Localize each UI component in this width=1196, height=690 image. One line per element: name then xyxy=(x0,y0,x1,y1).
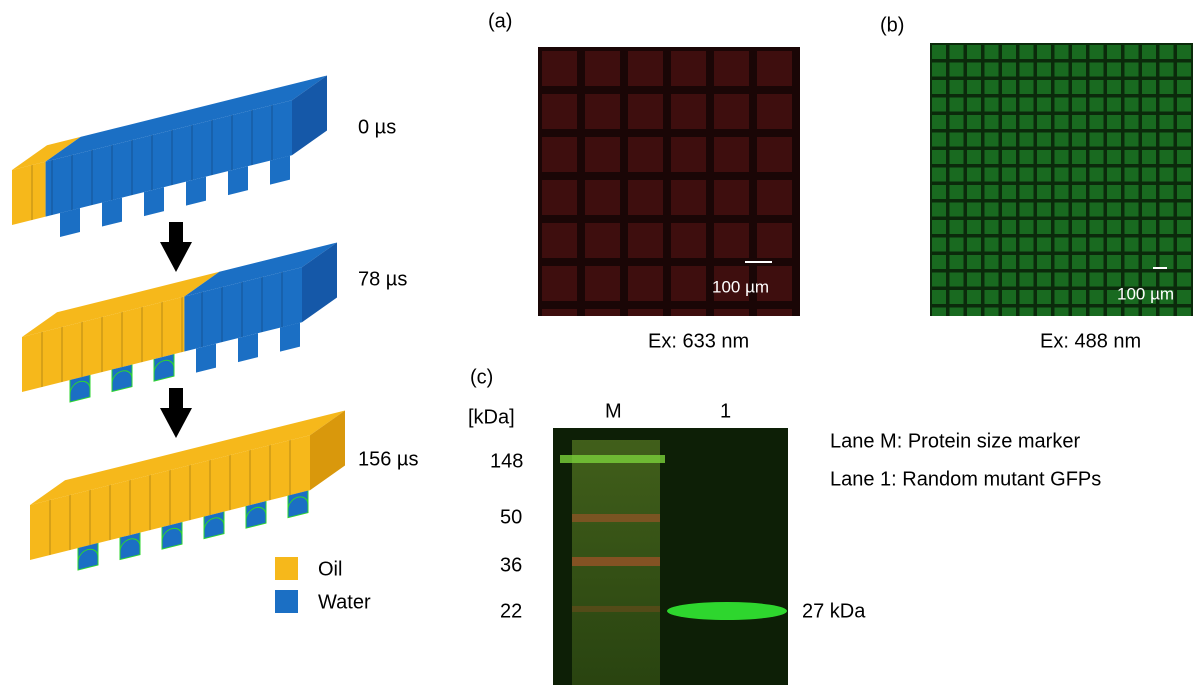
outlet xyxy=(280,323,300,352)
lane-label: M xyxy=(605,400,622,422)
fluorescence-image xyxy=(538,47,800,316)
note: Lane M: Protein size marker xyxy=(830,430,1080,452)
unit-label: [kDa] xyxy=(468,406,515,428)
caption: Ex: 633 nm xyxy=(648,330,749,352)
legend-label: Oil xyxy=(318,558,342,580)
channel xyxy=(30,410,345,582)
marker-label: 22 xyxy=(500,600,522,622)
marker-label: 148 xyxy=(490,450,523,472)
marker-label: 50 xyxy=(500,506,522,528)
gel xyxy=(553,428,788,685)
note: Lane 1: Random mutant GFPs xyxy=(830,468,1101,490)
band-label: 27 kDa xyxy=(802,600,866,622)
scale-label: 100 µm xyxy=(1117,284,1174,303)
caption: Ex: 488 nm xyxy=(1040,330,1141,352)
time-label: 78 µs xyxy=(358,268,407,290)
panel-label: (c) xyxy=(470,366,493,388)
panel-label: (a) xyxy=(488,10,512,32)
front-face xyxy=(12,162,46,225)
time-label: 0 µs xyxy=(358,116,396,138)
fluorescence-image xyxy=(930,43,1193,316)
panel-label: (b) xyxy=(880,14,904,36)
simulation xyxy=(12,75,345,582)
lane-label: 1 xyxy=(720,400,731,422)
marker-label: 36 xyxy=(500,554,522,576)
time-label: 156 µs xyxy=(358,448,418,470)
outlet xyxy=(270,156,290,185)
outlet xyxy=(238,333,258,362)
outlet xyxy=(60,208,80,237)
scale-label: 100 µm xyxy=(712,277,769,296)
outlet xyxy=(186,177,206,206)
figure: 0 µs 78 µs 156 µs Oil Water (a) 100 µm E… xyxy=(0,0,1196,685)
outlet xyxy=(144,187,164,216)
legend-label: Water xyxy=(318,591,371,613)
outlet xyxy=(102,198,122,227)
legend-swatch xyxy=(275,590,298,613)
outlet xyxy=(196,344,216,373)
legend-swatch xyxy=(275,557,298,580)
outlet xyxy=(228,166,248,195)
